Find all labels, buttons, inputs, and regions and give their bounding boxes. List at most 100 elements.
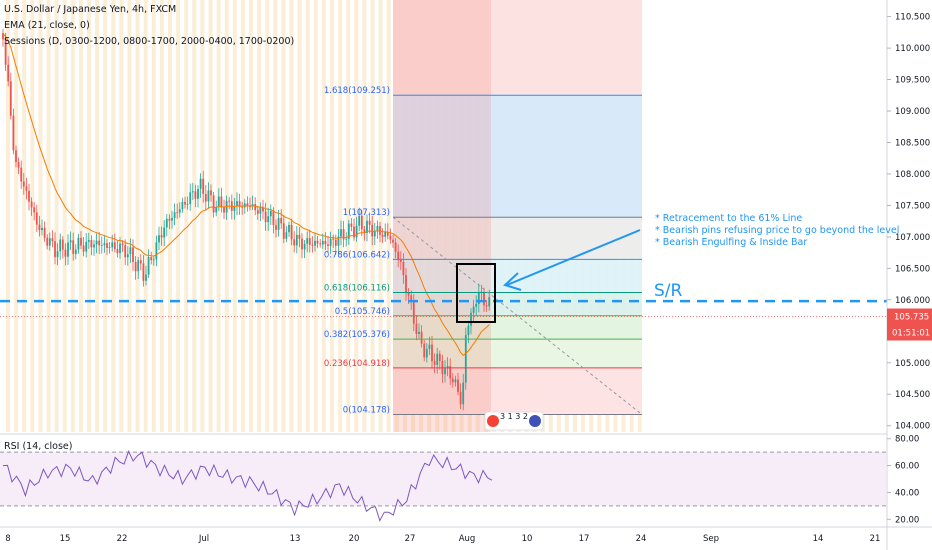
price-tick-label: 110.000 [895, 44, 930, 54]
candle-body [446, 366, 449, 369]
sr-label: S/R [654, 281, 683, 301]
candle-body [147, 257, 150, 275]
candle-body [360, 215, 363, 230]
candle-body [376, 225, 379, 231]
candle-body [381, 234, 384, 237]
candle-body [173, 212, 176, 218]
candle-body [459, 391, 462, 405]
events-label: 3 1 3 2 [500, 412, 528, 421]
candle-body [228, 200, 231, 202]
candle-body [129, 247, 132, 255]
candle-body [306, 238, 309, 244]
candle-body [186, 204, 189, 205]
flag-icon [487, 415, 499, 427]
candle-body [9, 81, 12, 116]
candle-body [488, 297, 491, 307]
candle-body [262, 207, 264, 212]
candle-body [431, 344, 433, 362]
candle-body [74, 249, 77, 254]
candle-body [264, 211, 267, 223]
candle-body [119, 243, 121, 253]
time-tick-label: 14 [813, 534, 824, 544]
time-tick-label: 22 [117, 534, 128, 544]
candle-body [327, 244, 329, 246]
candle-body [212, 195, 215, 213]
candle-body [241, 206, 244, 208]
candle-body [321, 240, 324, 245]
price-tick-label: 105.000 [895, 359, 930, 369]
candle-body [217, 196, 220, 207]
candle-body [126, 254, 129, 258]
candle-body [384, 232, 387, 237]
candle-body [280, 217, 283, 224]
candle-body [464, 335, 467, 383]
candle-body [277, 217, 280, 230]
candle-body [103, 243, 106, 246]
candle-body [48, 238, 51, 246]
candle-body [165, 218, 168, 228]
trend-line [392, 216, 643, 415]
fib-level-label: 0.382(105.376) [324, 330, 390, 340]
candle-body [25, 186, 28, 191]
countdown-tag [887, 324, 932, 341]
candle-body [444, 368, 446, 375]
candle-body [124, 245, 127, 258]
candle-body [171, 217, 173, 221]
candle-body [139, 260, 142, 264]
candle-body [54, 241, 56, 258]
candle-body [59, 239, 62, 252]
candle-body [111, 242, 114, 248]
fib-level-label: 1(107.313) [343, 208, 390, 218]
candle-body [316, 240, 319, 244]
candle-body [155, 242, 158, 260]
pattern-box [456, 263, 496, 323]
candle-body [93, 244, 95, 248]
candle-body [272, 210, 275, 226]
fib-level-label: 0.236(104.918) [324, 359, 390, 369]
candle-body [392, 239, 394, 243]
candle-body [425, 348, 428, 358]
fib-level-label: 0.618(106.116) [324, 284, 390, 294]
candlestick-series [2, 29, 491, 411]
price-tick-label: 108.000 [895, 170, 930, 180]
candle-body [4, 39, 7, 65]
candle-body [207, 190, 210, 202]
fib-level-label: 0(104.178) [343, 406, 390, 416]
price-tick-label: 109.000 [895, 107, 930, 117]
candle-body [152, 259, 155, 261]
candle-body [108, 247, 111, 248]
rsi-tick-label: 20.00 [895, 515, 919, 525]
time-tick-label: 17 [579, 534, 590, 544]
candle-body [259, 207, 262, 214]
candle-body [116, 249, 119, 253]
candle-body [470, 312, 472, 326]
candle-body [158, 235, 160, 243]
candle-body [80, 237, 82, 246]
candle-body [269, 210, 272, 217]
candle-body [67, 242, 69, 257]
candle-body [191, 191, 194, 193]
candle-body [61, 239, 64, 250]
candle-body [145, 274, 147, 281]
time-tick-label: Aug [459, 534, 476, 544]
candle-body [184, 201, 186, 205]
time-tick-label: Sep [703, 534, 719, 544]
candle-body [64, 249, 67, 257]
candle-body [288, 224, 290, 233]
candle-body [15, 150, 17, 163]
price-tick-label: 106.000 [895, 296, 930, 306]
candle-body [389, 235, 392, 240]
candle-body [20, 167, 23, 182]
candle-body [477, 292, 480, 304]
candle-body [337, 236, 340, 246]
candle-body [249, 206, 251, 208]
candle-body [334, 239, 337, 246]
candle-body [407, 292, 410, 296]
candle-body [106, 243, 108, 248]
candle-body [285, 232, 288, 239]
candle-body [267, 216, 270, 223]
candle-body [342, 229, 345, 240]
candle-body [33, 207, 36, 213]
price-tick-label: 108.500 [895, 139, 930, 149]
